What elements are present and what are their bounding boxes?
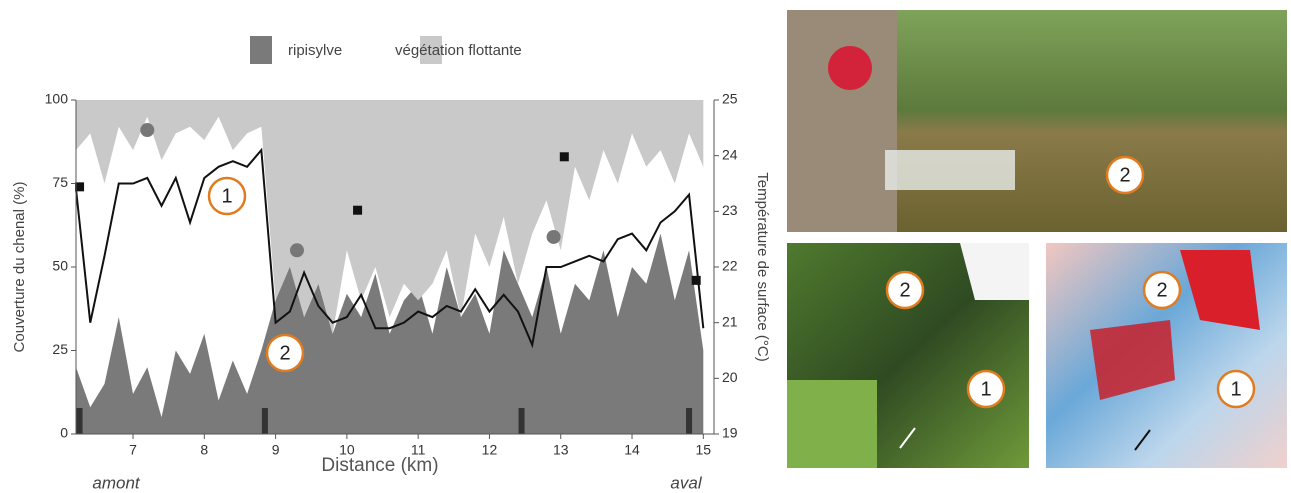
y2-tick-label: 25 — [722, 91, 738, 107]
weir — [518, 408, 525, 434]
y2-tick-label: 23 — [722, 202, 738, 218]
y2-tick-label: 19 — [722, 425, 738, 441]
photo-building — [787, 10, 897, 232]
weir — [76, 408, 83, 434]
photo-badge — [966, 369, 1006, 409]
photo-hot-roof — [1180, 250, 1260, 330]
photo-flowers — [828, 46, 872, 90]
x-tick-label: 14 — [624, 442, 640, 458]
x-tick-label: 8 — [200, 442, 208, 458]
photo-badge — [1105, 155, 1145, 195]
photo-badge — [885, 270, 925, 310]
upstream-label: amont — [92, 473, 141, 492]
square-marker — [353, 205, 363, 215]
photo-badge-label: 2 — [899, 279, 910, 301]
circle-marker — [140, 123, 155, 138]
y2-axis-title: Température de surface (°C) — [754, 172, 771, 361]
x-tick-label: 15 — [696, 442, 712, 458]
area — [76, 233, 704, 434]
circle-marker — [546, 229, 561, 244]
weir — [686, 408, 693, 434]
y-axis-title: Couverture du chenal (%) — [11, 182, 28, 353]
photo-badge — [1216, 369, 1256, 409]
area — [76, 100, 704, 334]
photo-cascade — [885, 150, 1015, 190]
photo-badge-label: 2 — [1119, 164, 1130, 186]
x-tick-label: 7 — [129, 442, 137, 458]
legend-label: végétation flottante — [395, 42, 522, 59]
square-marker — [75, 182, 85, 192]
annotation-label: 1 — [221, 185, 232, 207]
legend-swatch — [420, 36, 442, 64]
x-tick-label: 10 — [339, 442, 355, 458]
x-axis-title: Distance (km) — [321, 455, 438, 476]
photos — [787, 10, 1287, 468]
y-tick-label: 75 — [52, 174, 68, 190]
y-tick-label: 100 — [45, 91, 69, 107]
x-tick-label: 13 — [553, 442, 569, 458]
annotation — [207, 176, 247, 216]
photo-arrow — [899, 427, 916, 449]
downstream-label: aval — [670, 473, 702, 492]
temperature-line — [75, 147, 705, 349]
y-tick-label: 25 — [52, 341, 68, 357]
y2-tick-label: 24 — [722, 146, 738, 162]
x-tick-label: 9 — [272, 442, 280, 458]
legend-swatch — [250, 36, 272, 64]
legend-label: ripisylve — [288, 42, 342, 59]
y2-tick-label: 22 — [722, 258, 738, 274]
photo-badge-label: 2 — [1156, 279, 1167, 301]
y2-tick-label: 20 — [722, 369, 738, 385]
photo-hot-zone — [1090, 320, 1175, 400]
photo-badge-label: 1 — [1230, 378, 1241, 400]
circle-marker — [289, 243, 304, 258]
annotation-label: 2 — [279, 342, 290, 364]
photo-roof — [960, 243, 1029, 300]
photo-badge-label: 1 — [980, 378, 991, 400]
photo-badge — [1142, 270, 1182, 310]
x-tick-label: 11 — [411, 442, 426, 458]
photo-arrow — [1134, 429, 1151, 451]
photo-meadow — [787, 380, 877, 468]
annotation — [265, 333, 305, 373]
chart: 7 8 9 10 11 12 13 14 15025507510019202122232425D… — [11, 36, 771, 492]
y-tick-label: 0 — [60, 425, 68, 441]
weir — [261, 408, 268, 434]
square-marker — [559, 152, 569, 162]
square-marker — [691, 275, 701, 285]
y2-tick-label: 21 — [722, 313, 738, 329]
y-tick-label: 50 — [52, 258, 68, 274]
x-tick-label: 12 — [482, 442, 498, 458]
